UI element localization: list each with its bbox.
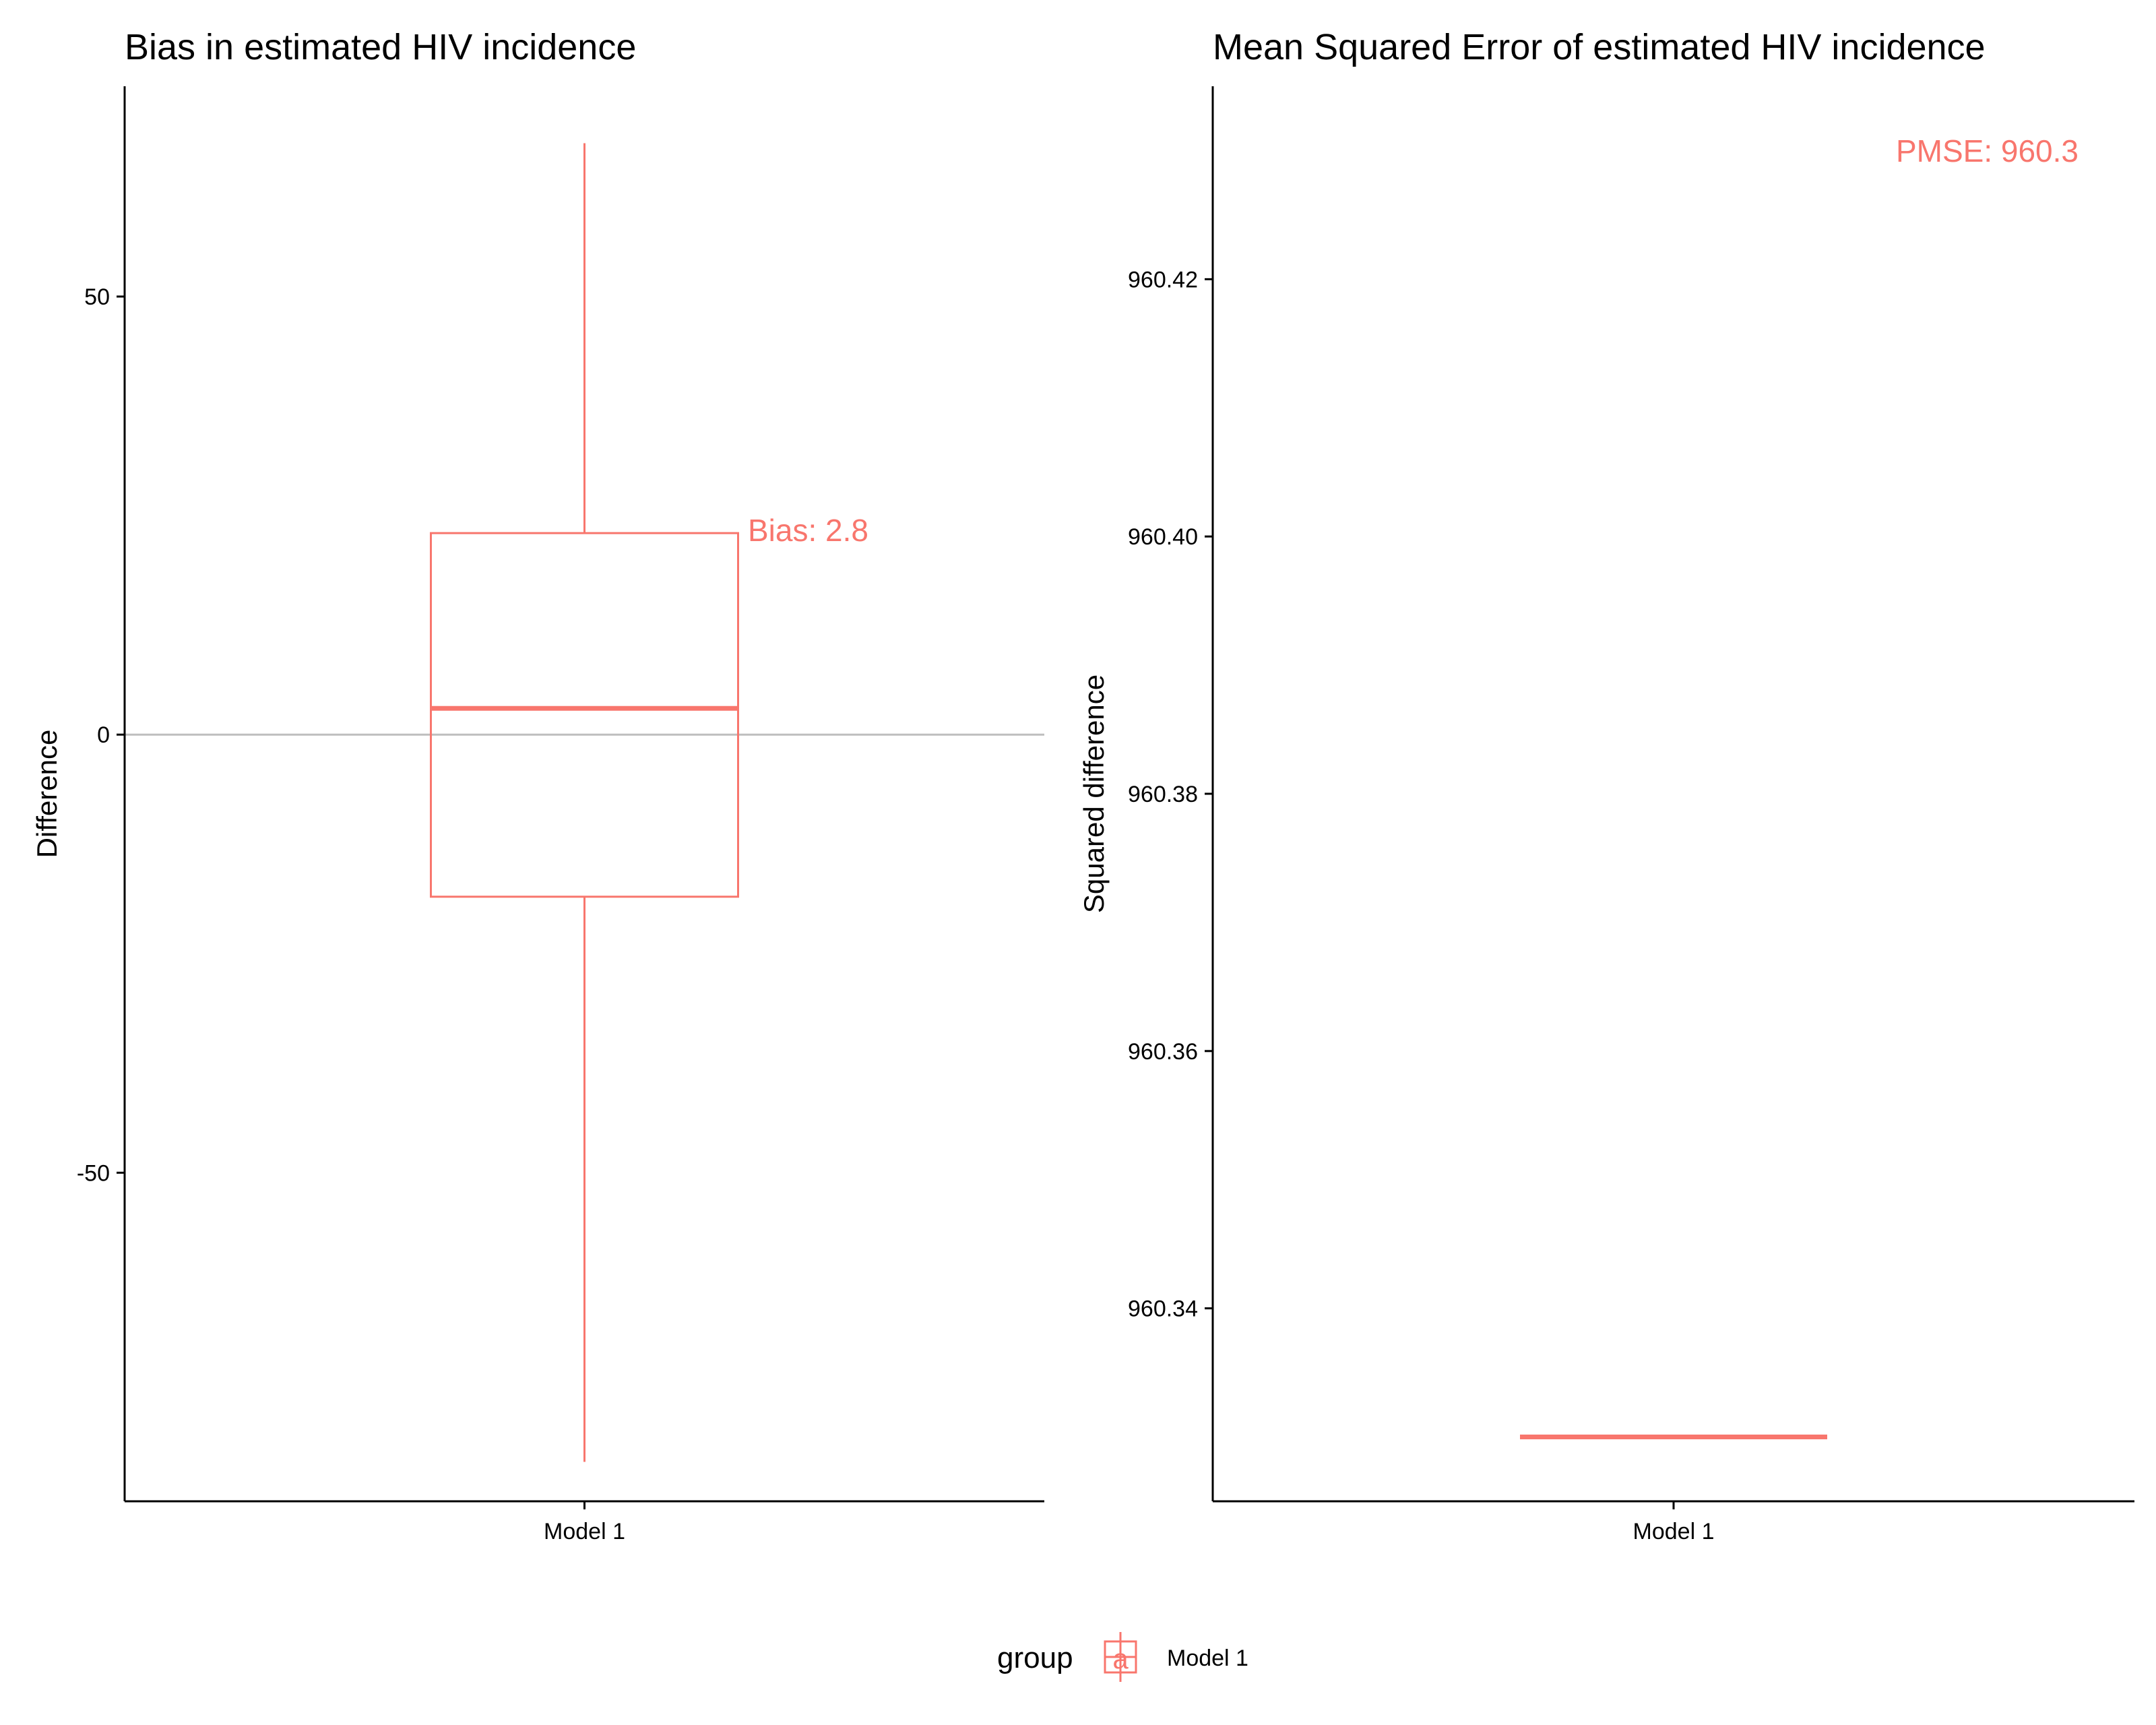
mse-panel: Mean Squared Error of estimated HIV inci… xyxy=(1078,27,2134,1544)
legend-key: a xyxy=(1104,1632,1137,1682)
mse-y-tick-label: 960.36 xyxy=(1128,1039,1198,1065)
legend-title: group xyxy=(997,1641,1073,1674)
legend-key-glyph: a xyxy=(1112,1643,1129,1674)
bias-panel: Bias in estimated HIV incidence Differen… xyxy=(31,27,1044,1544)
bias-y-tick-label: -50 xyxy=(77,1160,110,1186)
bias-annotation: Bias: 2.8 xyxy=(748,513,868,548)
mse-y-tick-label: 960.38 xyxy=(1128,782,1198,807)
bias-box-iqr xyxy=(430,532,739,898)
bias-y-axis-label: Difference xyxy=(31,730,63,858)
legend: group a Model 1 xyxy=(997,1632,1248,1682)
legend-item-model-1: Model 1 xyxy=(1167,1645,1248,1671)
mse-x-tick-label: Model 1 xyxy=(1633,1519,1715,1544)
bias-y-tick-label: 50 xyxy=(84,284,110,310)
mse-y-tick-label: 960.40 xyxy=(1128,524,1198,550)
mse-title: Mean Squared Error of estimated HIV inci… xyxy=(1213,27,1986,67)
mse-y-axis-label: Squared difference xyxy=(1078,675,1110,913)
mse-y-tick-label: 960.34 xyxy=(1128,1296,1198,1322)
mse-y-tick-label: 960.42 xyxy=(1128,267,1198,292)
bias-y-tick-label: 0 xyxy=(97,722,110,748)
mse-annotation: PMSE: 960.3 xyxy=(1896,133,2079,168)
bias-x-tick-label: Model 1 xyxy=(544,1519,625,1544)
bias-title: Bias in estimated HIV incidence xyxy=(125,27,636,67)
